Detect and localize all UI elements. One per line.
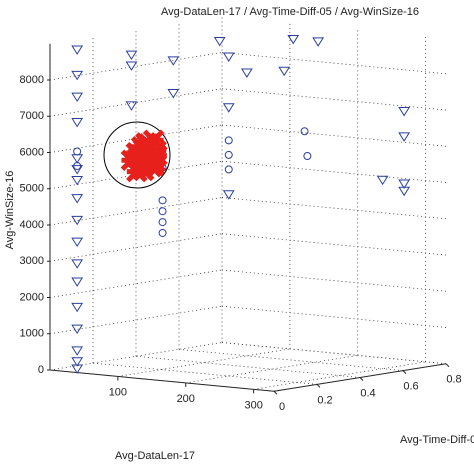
triangle-point — [71, 364, 84, 374]
y-tick-label: 0.6 — [403, 381, 418, 393]
y-axis-label: Avg-Time-Diff-05 — [400, 434, 474, 446]
y-tick-label: 0.2 — [317, 394, 332, 406]
grid-line — [221, 52, 447, 75]
triangle-point — [222, 52, 235, 62]
triangle-point — [398, 186, 411, 197]
triangle-point — [278, 66, 291, 77]
cross-point — [132, 143, 155, 166]
z-tick-label: 6000 — [20, 146, 44, 158]
grid-line — [49, 369, 275, 392]
circle-point — [158, 218, 167, 227]
triangle-point — [167, 56, 180, 66]
y-tick — [273, 390, 278, 395]
y-tick-label: 0.4 — [360, 387, 375, 399]
z-tick-label: 0 — [38, 364, 44, 376]
grid-line — [221, 88, 447, 111]
grid-line — [92, 362, 318, 385]
triangle-point — [71, 117, 84, 128]
triangle-point — [312, 37, 325, 47]
grid-line — [221, 269, 447, 292]
triangle-point — [222, 103, 235, 113]
triangle-point — [71, 194, 84, 204]
triangle-point — [376, 175, 389, 186]
x-tick-label: 200 — [177, 393, 195, 405]
x-axis-label: Avg-DataLen-17 — [115, 450, 195, 462]
circle-point — [300, 127, 309, 136]
y-tick — [402, 370, 407, 374]
circle-point — [224, 150, 233, 159]
y-tick — [445, 363, 450, 368]
grid-line — [221, 160, 447, 183]
z-tick-label: 1000 — [20, 328, 44, 340]
triangle-point — [71, 346, 84, 356]
circle-point — [73, 147, 82, 156]
y-tick — [316, 384, 321, 388]
grid-line — [221, 197, 447, 220]
triangle-point — [71, 215, 84, 226]
x-tick-label: 100 — [109, 386, 127, 398]
triangle-point — [398, 179, 411, 189]
grid-line — [178, 348, 404, 372]
z-tick-label: 2000 — [20, 291, 44, 303]
triangle-point — [398, 132, 411, 142]
grid-line — [221, 305, 447, 328]
triangle-point — [71, 45, 84, 55]
triangle-point — [398, 107, 411, 117]
grid-line — [221, 342, 447, 365]
triangle-point — [71, 175, 84, 186]
triangle-point — [71, 237, 84, 248]
triangle-point — [125, 61, 138, 71]
circle-point — [224, 165, 233, 174]
triangle-point — [287, 34, 300, 45]
triangle-point — [71, 259, 84, 269]
y-tick-label: 0 — [279, 401, 285, 413]
triangle-point — [222, 190, 235, 200]
circle-point — [158, 207, 167, 216]
triangle-point — [71, 357, 84, 367]
z-tick-label: 7000 — [20, 110, 44, 122]
circle-point — [303, 151, 312, 160]
triangle-point — [240, 68, 253, 79]
z-tick-label: 8000 — [20, 74, 44, 86]
triangle-point — [71, 277, 84, 287]
triangle-point — [71, 70, 84, 81]
y-tick — [359, 377, 364, 381]
triangle-point — [71, 92, 84, 103]
chart-title: Avg-DataLen-17 / Avg-Time-Diff-05 / Avg-… — [161, 6, 419, 18]
circle-point — [224, 136, 233, 145]
circle-point — [158, 196, 167, 205]
triangle-point — [125, 50, 138, 61]
circle-point — [73, 161, 82, 170]
triangle-point — [71, 324, 84, 335]
triangle-point — [213, 36, 226, 47]
z-tick-label: 4000 — [20, 219, 44, 231]
z-tick-label: 5000 — [20, 183, 44, 195]
highlight-ring — [103, 121, 171, 189]
z-tick-label: 3000 — [20, 255, 44, 267]
triangle-point — [71, 154, 84, 164]
triangle-point — [167, 88, 180, 99]
y-tick-label: 0.8 — [446, 374, 461, 386]
x-tick-label: 300 — [244, 399, 262, 411]
cross-point — [132, 159, 155, 182]
grid-line — [221, 124, 447, 147]
z-axis-label: Avg-WinSize-16 — [4, 171, 16, 250]
grid-line — [221, 233, 447, 256]
triangle-point — [125, 101, 138, 111]
grid-line — [135, 355, 361, 378]
cross-point — [142, 129, 165, 151]
triangle-point — [71, 302, 84, 313]
circle-point — [158, 228, 167, 237]
triangle-point — [71, 165, 84, 175]
